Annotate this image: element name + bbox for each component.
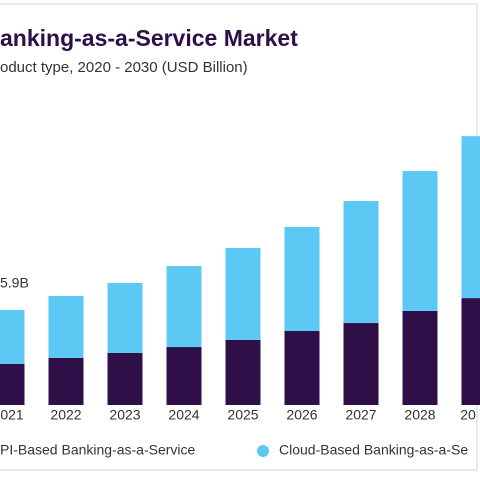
chart-title: anking-as-a-Service Market — [0, 25, 298, 51]
legend-marker — [257, 445, 269, 457]
bar-segment — [107, 352, 143, 405]
bar-segment — [284, 330, 320, 405]
x-tick-label: 2025 — [227, 407, 258, 423]
bar-segment — [48, 296, 84, 358]
bar-segment — [461, 136, 480, 299]
x-tick-label: 2023 — [109, 407, 140, 423]
bar-segment — [461, 298, 480, 405]
legend-label: PI-Based Banking-as-a-Service — [0, 442, 196, 458]
bar-segment — [343, 201, 379, 324]
x-tick-label: 021 — [0, 407, 24, 423]
bar-segment — [225, 339, 261, 405]
x-tick-label: 20 — [460, 407, 476, 423]
legend-label: Cloud-Based Banking-as-a-Se — [279, 442, 468, 458]
x-tick-label: 2027 — [345, 407, 376, 423]
bar-segment — [402, 310, 438, 405]
x-tick-label: 2024 — [168, 407, 199, 423]
x-tick-label: 2028 — [404, 407, 435, 423]
bar-segment — [0, 363, 25, 405]
bar-segment — [343, 323, 379, 405]
bar-segment — [225, 248, 261, 340]
x-tick-label: 2022 — [50, 407, 81, 423]
x-tick-label: 2026 — [286, 407, 317, 423]
data-label: 5.9B — [0, 275, 29, 291]
bar-segment — [107, 282, 143, 353]
bar-segment — [166, 347, 202, 405]
bar-segment — [402, 171, 438, 311]
bar-segment — [0, 310, 25, 364]
bar-segment — [48, 357, 84, 405]
chart-subtitle: oduct type, 2020 - 2030 (USD Billion) — [0, 59, 248, 76]
bar-segment — [166, 266, 202, 348]
bar-segment — [284, 226, 320, 331]
